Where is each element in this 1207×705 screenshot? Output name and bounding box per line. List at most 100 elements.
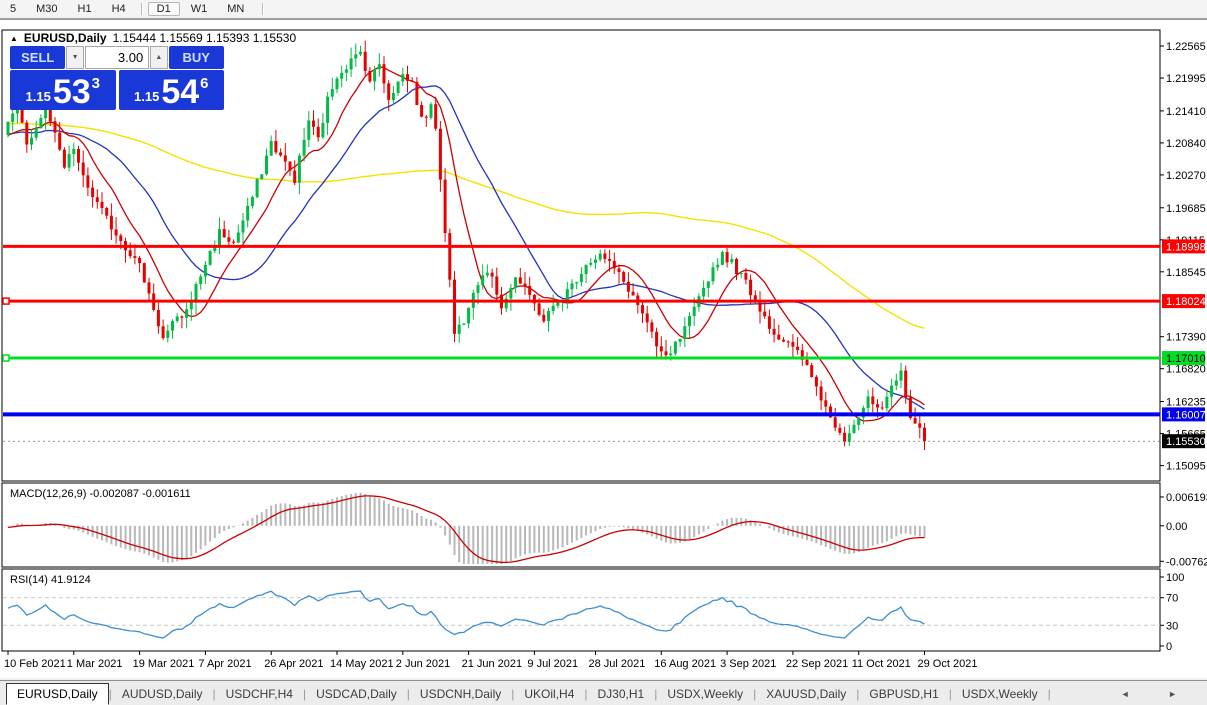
timeframe-button-m30[interactable]: M30 <box>36 3 58 15</box>
candle-body <box>725 252 729 263</box>
candle-body <box>293 170 297 183</box>
tab-separator: | <box>948 686 952 701</box>
axis-label: 1.18545 <box>1166 267 1206 279</box>
volume-increase-button[interactable]: ▲ <box>150 46 168 69</box>
chart-tab-usdx-weekly[interactable]: USDX,Weekly <box>961 686 1038 701</box>
candle-body <box>283 155 287 162</box>
tab-scroll-arrows[interactable]: ◄ ► <box>1120 688 1195 699</box>
date-label: 22 Sep 2021 <box>786 658 848 670</box>
candle-body <box>232 241 236 243</box>
axis-label: 0 <box>1166 641 1172 653</box>
candle-body <box>448 233 452 280</box>
candle-body <box>297 155 301 183</box>
candle-body <box>72 149 76 155</box>
tab-separator: | <box>654 686 658 701</box>
candle-body <box>669 353 673 356</box>
chart-tab-dj30-h1[interactable]: DJ30,H1 <box>597 686 645 701</box>
candle-body <box>420 105 424 117</box>
chart-tab-usdx-weekly[interactable]: USDX,Weekly <box>667 686 744 701</box>
rsi-line <box>7 590 925 639</box>
sell-button[interactable]: SELL <box>10 46 66 69</box>
candle-body <box>269 141 273 156</box>
candle-body <box>62 149 66 168</box>
timeframe-button-h1[interactable]: H1 <box>77 3 92 15</box>
candle-body <box>171 321 174 331</box>
buy-button[interactable]: BUY <box>168 46 224 69</box>
chart-tab-usdchf-h4[interactable]: USDCHF,H4 <box>225 686 293 701</box>
price-chart-canvas[interactable]: 1.22565 1.21995 1.21410 1.20840 1.20270 1.196… <box>0 20 1207 678</box>
axis-label: 1.19685 <box>1166 203 1206 215</box>
candle-body <box>114 229 118 236</box>
chart-tab-ukoil-h4[interactable]: UKOil,H4 <box>524 686 575 701</box>
timeframe-button-5[interactable]: 5 <box>10 3 17 15</box>
timeframe-button-mn[interactable]: MN <box>227 3 245 15</box>
date-label: 1 Mar 2021 <box>67 658 123 670</box>
timeframe-toolbar: 5 M30 H1 H4 D1 W1 MN <box>0 0 1207 20</box>
chart-tab-usdcad-daily[interactable]: USDCAD,Daily <box>316 686 397 701</box>
tab-separator: | <box>584 686 588 701</box>
buy-quote[interactable]: 1.15 54 6 <box>118 70 224 110</box>
chart-tab-gbpusd-h1[interactable]: GBPUSD,H1 <box>869 686 939 701</box>
timeframe-button-d1[interactable]: D1 <box>147 2 180 16</box>
candle-body <box>128 250 132 257</box>
candle-body <box>514 277 518 289</box>
candle-body <box>899 370 903 381</box>
one-click-trading-widget: SELL ▼ 3.00 ▲ BUY 1.15 53 3 1.15 54 6 <box>10 46 224 110</box>
candle-body <box>344 69 348 73</box>
candle-body <box>890 385 894 397</box>
date-label: 16 Aug 2021 <box>654 658 716 670</box>
chart-symbol-label: EURUSD,Daily <box>23 31 107 45</box>
candle-body <box>871 396 875 405</box>
candle-body <box>462 323 466 325</box>
volume-input[interactable]: 3.00 <box>84 46 150 69</box>
candle-body <box>241 220 245 233</box>
candle-body <box>307 120 311 140</box>
candle-body <box>509 288 513 299</box>
candle-body <box>598 253 602 260</box>
collapse-triangle-icon[interactable]: ▲ <box>10 33 18 43</box>
volume-decrease-button[interactable]: ▼ <box>66 46 84 69</box>
candle-body <box>763 311 767 317</box>
candle-body <box>189 302 193 310</box>
candle-body <box>650 322 654 332</box>
candle-body <box>584 264 588 274</box>
sell-quote[interactable]: 1.15 53 3 <box>10 70 116 110</box>
candle-body <box>824 400 828 407</box>
candle-body <box>730 259 734 263</box>
candle-body <box>565 289 569 301</box>
axis-label: 1.15530 <box>1166 436 1206 448</box>
candle-body <box>39 118 43 129</box>
candle-body <box>95 197 99 202</box>
axis-label: 70 <box>1166 593 1178 605</box>
chart-tab-xauusd-daily[interactable]: XAUUSD,Daily <box>766 686 847 701</box>
candle-body <box>894 380 898 386</box>
chart-tab-eurusd-daily[interactable]: EURUSD,Daily <box>6 682 109 705</box>
candle-body <box>556 302 560 306</box>
candle-body <box>321 123 325 138</box>
chart-area[interactable]: 1.22565 1.21995 1.21410 1.20840 1.20270 1.196… <box>0 20 1207 678</box>
candle-body <box>30 137 33 145</box>
candle-body <box>67 154 71 168</box>
candle-body <box>156 310 160 327</box>
chart-tab-usdcnh-daily[interactable]: USDCNH,Daily <box>419 686 502 701</box>
candle-body <box>504 298 508 309</box>
candle-body <box>166 330 170 338</box>
candle-body <box>594 259 597 263</box>
candle-body <box>105 208 109 216</box>
tab-separator: | <box>406 686 410 701</box>
timeframe-button-w1[interactable]: W1 <box>190 3 208 15</box>
candle-body <box>819 386 823 401</box>
candle-body <box>673 341 677 354</box>
candle-body <box>767 316 771 329</box>
chart-tab-audusd-daily[interactable]: AUDUSD,Daily <box>121 686 203 701</box>
candle-body <box>645 313 649 323</box>
candle-body <box>58 132 62 150</box>
candle-body <box>542 314 546 322</box>
candle-body <box>180 316 184 318</box>
buy-price-prefix: 1.15 <box>134 89 160 104</box>
timeframe-button-h4[interactable]: H4 <box>111 3 126 15</box>
candle-body <box>711 267 715 282</box>
candle-body <box>443 179 447 234</box>
candle-body <box>467 307 471 324</box>
candle-body <box>359 51 362 55</box>
